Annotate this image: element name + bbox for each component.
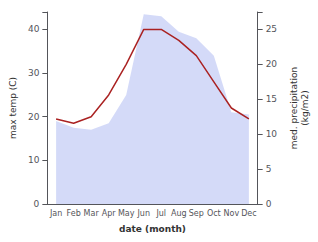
svg-text:(kg/m2): (kg/m2) — [300, 90, 310, 125]
svg-text:Jun: Jun — [136, 209, 150, 218]
svg-text:med. precipitation: med. precipitation — [289, 67, 299, 149]
svg-text:Apr: Apr — [102, 209, 117, 218]
svg-text:5: 5 — [266, 164, 272, 174]
svg-text:0: 0 — [266, 199, 272, 209]
svg-text:30: 30 — [28, 68, 40, 78]
svg-text:40: 40 — [28, 24, 40, 34]
svg-text:10: 10 — [28, 155, 40, 165]
svg-text:May: May — [118, 209, 135, 218]
svg-text:max temp (C): max temp (C) — [8, 77, 18, 139]
svg-text:15: 15 — [266, 94, 277, 104]
svg-text:Sep: Sep — [189, 209, 204, 218]
svg-text:Oct: Oct — [207, 209, 221, 218]
svg-text:Feb: Feb — [67, 209, 81, 218]
svg-text:Jul: Jul — [155, 209, 166, 218]
svg-text:25: 25 — [266, 24, 277, 34]
svg-text:20: 20 — [28, 112, 40, 122]
svg-text:Jan: Jan — [49, 209, 62, 218]
svg-text:Aug: Aug — [171, 209, 187, 218]
svg-text:Mar: Mar — [84, 209, 100, 218]
svg-text:Nov: Nov — [224, 209, 240, 218]
svg-text:0: 0 — [34, 199, 40, 209]
svg-text:Dec: Dec — [241, 209, 256, 218]
svg-text:20: 20 — [266, 59, 278, 69]
svg-text:date (month): date (month) — [119, 224, 186, 234]
svg-text:10: 10 — [266, 129, 278, 139]
